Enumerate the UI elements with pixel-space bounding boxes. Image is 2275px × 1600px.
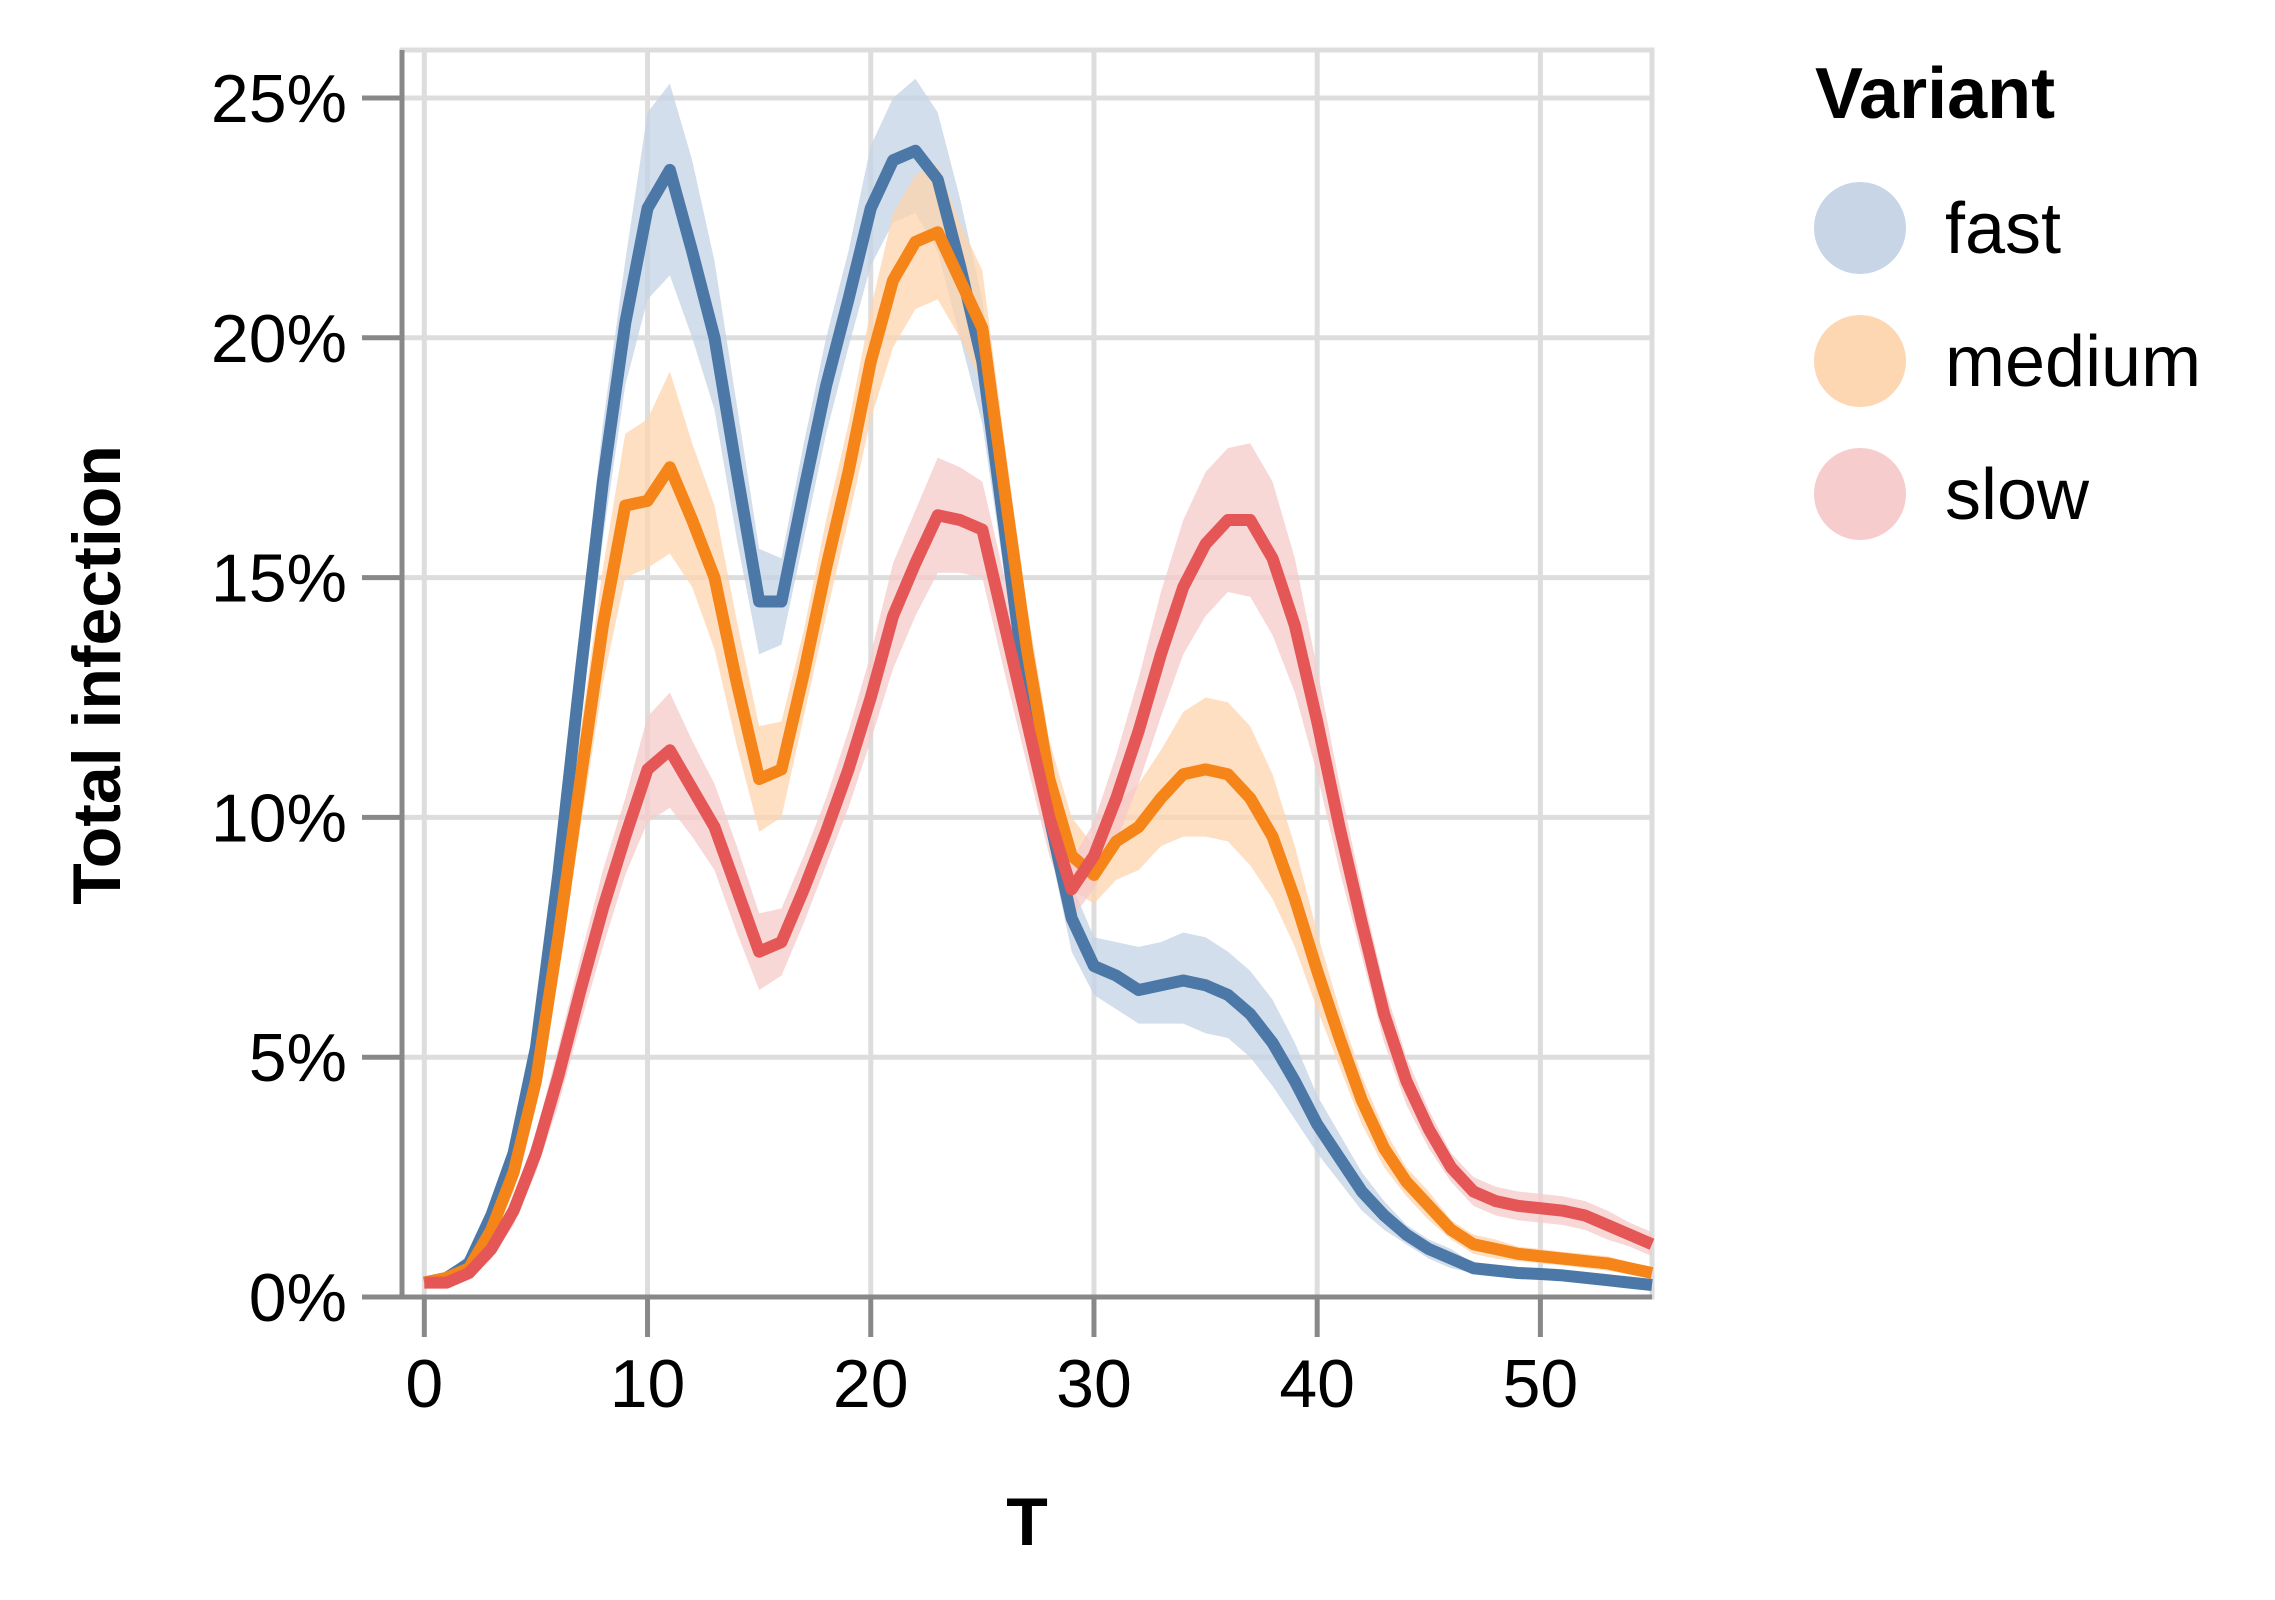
x-tick-label: 20 [833,1346,909,1422]
y-tick-label: 5% [249,1020,347,1096]
y-tick-label: 25% [211,61,347,137]
y-axis-title: Total infection [59,445,135,905]
x-tick-label: 0 [405,1346,443,1422]
legend-swatch-fast [1814,182,1906,274]
series-lines [423,144,1655,1291]
legend-label-slow: slow [1945,455,2090,535]
x-axis-title: T [1006,1484,1048,1560]
x-tick-label: 10 [610,1346,686,1422]
legend-swatch-slow [1814,448,1906,540]
legend-label-fast: fast [1945,189,2061,269]
line-medium [423,226,1654,1289]
axes [362,50,1652,1337]
legend: Variant fast medium slow [1814,54,2201,540]
band-fast [424,78,1653,1288]
y-tick-label: 15% [211,541,347,617]
y-tick-label: 20% [211,301,347,377]
legend-swatch-medium [1814,315,1906,407]
x-tick-label: 30 [1056,1346,1132,1422]
legend-title: Variant [1815,54,2055,134]
tick-labels: 0 10 20 30 40 50 0% 5% 10% 15% 20% 25% [211,61,1578,1422]
legend-label-medium: medium [1945,322,2201,402]
x-tick-label: 40 [1279,1346,1355,1422]
y-tick-label: 0% [249,1260,347,1336]
line-slow [424,509,1655,1289]
x-tick-label: 50 [1503,1346,1579,1422]
legend-items: fast medium slow [1814,182,2201,540]
y-tick-label: 10% [211,780,347,856]
